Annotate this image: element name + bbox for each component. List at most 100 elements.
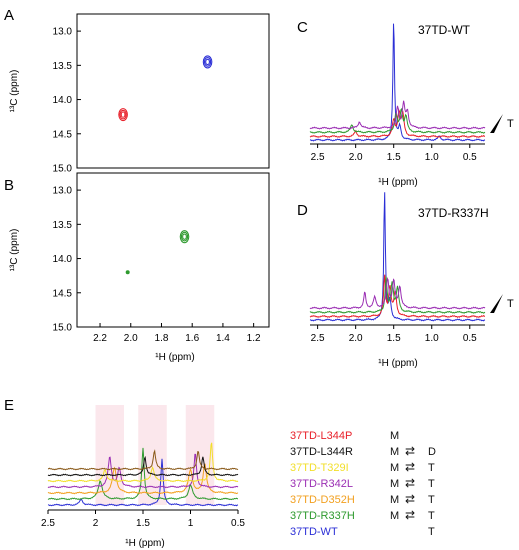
xtick-label: 1.8 (155, 333, 169, 344)
legend-target: D (428, 446, 436, 458)
ytick-label: 14.0 (53, 95, 73, 106)
panel-b: 13.0 13.5 14.0 14.5 15.0 2.2 2.0 1.8 1.6 1.4 1.2 ¹… (9, 172, 270, 363)
legend-name: 37TD-D352H (290, 494, 355, 506)
spectrum-purple (47, 453, 239, 489)
panel-a-yticks: 13.0 13.5 14.0 14.5 15.0 (53, 27, 81, 175)
xtick-label: 0.5 (231, 518, 245, 529)
xtick-label: 2.0 (349, 152, 363, 163)
spectrum-blue (309, 23, 486, 142)
legend-arrow: ⇄ (405, 492, 415, 506)
panel-c-t-label: T (507, 118, 514, 130)
panel-e: 2.5 2 1.5 1 0.5 ¹H (ppm) (41, 405, 245, 549)
legend-name: 37TD-T329I (290, 462, 349, 474)
legend-entry: 37TD-T329I M ⇄ T (290, 460, 435, 474)
panel-e-xlabel: ¹H (ppm) (125, 538, 164, 549)
legend-entry: 37TD-R342L M ⇄ T (290, 476, 435, 490)
spectrum-green (47, 447, 238, 501)
panel-d-xlabel: ¹H (ppm) (378, 358, 417, 369)
panel-label-b: B (4, 177, 14, 194)
peak-point (179, 230, 190, 244)
spectrum-yellow (47, 442, 239, 483)
xtick-label: 1 (188, 518, 194, 529)
legend-arrow: ⇄ (405, 476, 415, 490)
panel-d-t-wedge (490, 294, 503, 313)
legend-entry: 37TD-L344P M (290, 430, 399, 442)
legend-state: M (390, 446, 399, 458)
xtick-label: 2.5 (41, 518, 55, 529)
panel-c-t-wedge (490, 114, 503, 133)
ytick-label: 14.5 (53, 288, 73, 299)
ytick-label: 15.0 (53, 323, 73, 334)
panel-b-xlabel: ¹H (ppm) (155, 352, 194, 363)
ytick-label: 13.0 (53, 27, 73, 38)
highlight-band (95, 405, 124, 505)
legend-name: 37TD-WT (290, 526, 338, 538)
legend-entry: 37TD-R337H M ⇄ T (290, 508, 435, 522)
xtick-label: 2.0 (349, 333, 363, 344)
legend-state: M (390, 494, 399, 506)
xtick-label: 2 (93, 518, 99, 529)
ytick-label: 14.5 (53, 129, 73, 140)
xtick-label: 1.5 (387, 333, 401, 344)
ytick-label: 13.5 (53, 220, 73, 231)
legend-state: M (390, 462, 399, 474)
spectrum-blue (47, 458, 239, 507)
panel-d-t-label: T (507, 298, 514, 310)
legend-target: T (428, 478, 435, 490)
legend-entry: 37TD-D352H M ⇄ T (290, 492, 435, 506)
panel-e-highlights (95, 405, 215, 505)
panel-a: 13.0 13.5 14.0 14.5 15.0 ¹³C (ppm) (9, 13, 270, 175)
panel-label-a: A (4, 7, 14, 24)
xtick-label: 1.2 (247, 333, 261, 344)
legend-state: M (390, 430, 399, 442)
legend-arrow: ⇄ (405, 460, 415, 474)
legend-arrow: ⇄ (405, 508, 415, 522)
spectrum-green (309, 276, 486, 314)
legend-name: 37TD-R342L (290, 478, 353, 490)
panel-c-ticks: 2.5 2.0 1.5 1.0 0.5 (311, 144, 477, 163)
xtick-label: 1.0 (425, 333, 439, 344)
spectrum-blue (309, 192, 486, 322)
legend-entry: 37TD-L344R M ⇄ D (290, 444, 436, 458)
xtick-label: 0.5 (463, 152, 477, 163)
spectrum-purple (309, 276, 486, 310)
ytick-label: 13.0 (53, 186, 73, 197)
panel-e-ticks: 2.5 2 1.5 1 0.5 (41, 510, 245, 529)
spectrum-black (47, 455, 239, 477)
panel-b-ticks: 13.0 13.5 14.0 14.5 15.0 2.2 2.0 1.8 1.6 1.4 1.2 (53, 186, 261, 344)
xtick-label: 1.6 (185, 333, 199, 344)
panel-c-title: 37TD-WT (418, 23, 471, 37)
xtick-label: 0.5 (463, 333, 477, 344)
xtick-label: 1.0 (425, 152, 439, 163)
panel-e-spectra (47, 442, 239, 507)
xtick-label: 2.0 (124, 333, 138, 344)
panel-b-frame (76, 172, 270, 328)
spectrum-purple (309, 100, 486, 130)
panel-a-ylabel: ¹³C (ppm) (9, 70, 20, 113)
xtick-label: 1.5 (387, 152, 401, 163)
legend-entry: 37TD-WT T (290, 526, 435, 538)
panel-a-points (118, 55, 213, 122)
spectrum-brown (47, 449, 239, 471)
panel-b-ylabel: ¹³C (ppm) (9, 229, 20, 272)
legend-state: M (390, 478, 399, 490)
legend-name: 37TD-R337H (290, 510, 355, 522)
spectrum-red (309, 108, 485, 138)
panel-label-d: D (297, 202, 308, 219)
panel-d: 37TD-R337H 2.5 2.0 1.5 1.0 0.5 ¹H (ppm) T (309, 192, 514, 369)
legend-name: 37TD-L344R (290, 446, 353, 458)
legend-target: T (428, 510, 435, 522)
ytick-label: 14.0 (53, 254, 73, 265)
panel-label-c: C (297, 19, 308, 36)
legend-target: T (428, 462, 435, 474)
panel-b-points (125, 230, 190, 275)
legend-name: 37TD-L344P (290, 430, 352, 442)
xtick-label: 1.4 (216, 333, 230, 344)
legend-target: T (428, 526, 435, 538)
legend-state: M (390, 510, 399, 522)
spectrum-red (309, 274, 485, 318)
spectrum-green (309, 107, 486, 134)
legend-target: T (428, 494, 435, 506)
